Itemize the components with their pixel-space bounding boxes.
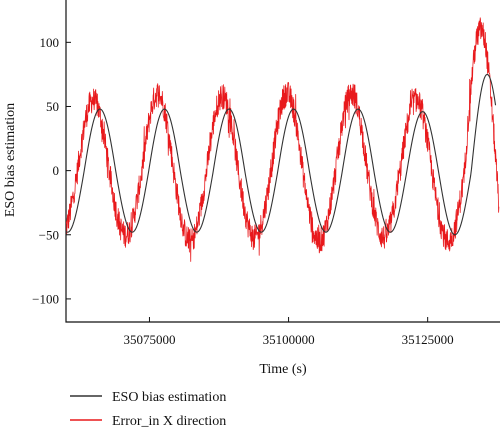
y-tick-label: 100: [40, 35, 60, 50]
x-axis-title: Time (s): [259, 362, 307, 377]
series-line-error-x-direction: [66, 17, 500, 262]
y-tick-label: 0: [53, 163, 60, 178]
series-line-eso-bias-estimation: [66, 73, 497, 236]
axes-frame: [65, 0, 500, 323]
x-tick-label: 35125000: [402, 332, 454, 347]
y-axis-title: ESO bias estimation: [3, 103, 18, 217]
x-tick-label: 35075000: [123, 332, 175, 347]
legend-label-eso: ESO bias estimation: [112, 390, 226, 405]
x-axis-ticks: 35075000 35100000 35125000: [123, 317, 454, 347]
x-tick-label: 35100000: [263, 332, 315, 347]
y-tick-label: 50: [46, 99, 59, 114]
legend-label-error: Error_in X direction: [112, 414, 226, 429]
series-layer: [66, 17, 500, 262]
y-axis-ticks: −100 −50 0 50 100: [32, 35, 71, 306]
plot-area: −100 −50 0 50 100 35075000 35100000 35125000: [32, 0, 500, 347]
y-tick-label: −100: [32, 291, 59, 306]
legend: ESO bias estimation Error_in X direction: [70, 390, 226, 429]
y-tick-label: −50: [39, 227, 59, 242]
